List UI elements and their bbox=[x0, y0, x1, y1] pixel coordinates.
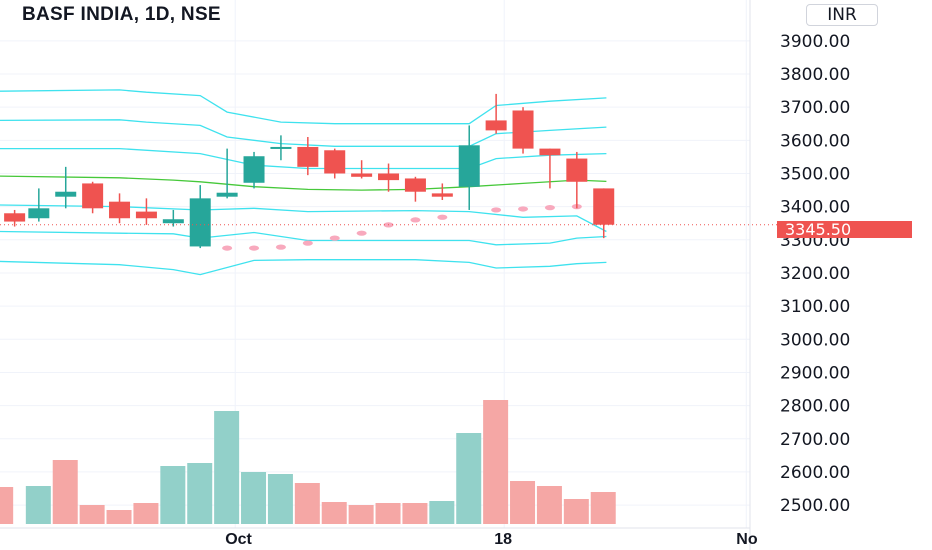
candle-body bbox=[539, 148, 561, 156]
volume-bar bbox=[267, 474, 293, 524]
price-axis-label: 2800.00 bbox=[780, 397, 850, 417]
volume-bar bbox=[321, 502, 347, 524]
candle-body bbox=[593, 188, 615, 225]
bollinger-lower-mid bbox=[0, 230, 607, 246]
price-axis-label: 3400.00 bbox=[780, 198, 850, 218]
volume-bar bbox=[25, 486, 51, 524]
volume-bar bbox=[483, 400, 509, 524]
price-axis-label: 2900.00 bbox=[780, 363, 850, 383]
sar-dot bbox=[249, 245, 260, 251]
candle-body bbox=[512, 110, 534, 149]
volume-bar bbox=[294, 483, 320, 524]
price-axis-label: 2600.00 bbox=[780, 463, 850, 483]
sar-dot bbox=[491, 207, 502, 213]
sar-dot bbox=[222, 245, 233, 251]
candle-body bbox=[189, 198, 211, 247]
candle-body bbox=[270, 146, 292, 149]
volume-bar bbox=[590, 492, 616, 524]
candle-body bbox=[485, 120, 507, 131]
volume-bar bbox=[402, 503, 428, 524]
volume-bar bbox=[241, 472, 267, 524]
candle-body bbox=[82, 183, 104, 209]
bollinger-upper-outer bbox=[0, 89, 607, 125]
volume-bar bbox=[133, 503, 159, 524]
candle-body bbox=[109, 201, 131, 219]
time-axis-label: No bbox=[736, 531, 758, 548]
bollinger-lower-inner bbox=[0, 204, 607, 233]
sar-dot bbox=[544, 205, 555, 211]
candle-body bbox=[216, 192, 238, 197]
volume-bar bbox=[375, 503, 401, 524]
bollinger-lower-outer bbox=[0, 259, 607, 276]
candle-body bbox=[458, 145, 480, 187]
price-axis-label: 2500.00 bbox=[780, 496, 850, 516]
price-axis-label: 3200.00 bbox=[780, 264, 850, 284]
price-axis-label: 3900.00 bbox=[780, 32, 850, 52]
sar-dot bbox=[356, 230, 367, 236]
price-axis-label: 3800.00 bbox=[780, 65, 850, 85]
currency-badge[interactable]: INR bbox=[806, 4, 878, 26]
candle-body bbox=[431, 193, 453, 197]
candle-body bbox=[28, 208, 50, 219]
volume-bar bbox=[79, 505, 105, 524]
volume-bar bbox=[348, 505, 374, 524]
volume-bar bbox=[510, 481, 536, 524]
candle-body bbox=[351, 173, 373, 177]
sar-dot bbox=[437, 214, 448, 220]
sar-dot bbox=[275, 244, 286, 250]
candle-body bbox=[243, 156, 265, 183]
volume-bar bbox=[0, 487, 14, 524]
time-axis-label: Oct bbox=[225, 531, 252, 548]
candle-body bbox=[4, 213, 26, 222]
volume-bar bbox=[429, 501, 455, 524]
price-axis-label: 3100.00 bbox=[780, 297, 850, 317]
volume-bar bbox=[214, 411, 240, 524]
candle-body bbox=[324, 150, 346, 174]
volume-bar bbox=[106, 510, 132, 524]
price-axis-label: 3500.00 bbox=[780, 164, 850, 184]
time-axis-label: 18 bbox=[494, 531, 512, 548]
price-axis-label: 2700.00 bbox=[780, 430, 850, 450]
chart-title: BASF INDIA, 1D, NSE bbox=[22, 4, 221, 25]
candle-body bbox=[378, 173, 400, 181]
price-axis-label: 3600.00 bbox=[780, 131, 850, 151]
price-axis-label: 3000.00 bbox=[780, 330, 850, 350]
sar-dot bbox=[518, 206, 529, 212]
volume-bar bbox=[160, 466, 186, 524]
bollinger-basis bbox=[0, 175, 607, 191]
candle-body bbox=[297, 146, 319, 167]
candle-body bbox=[135, 211, 157, 219]
volume-bar bbox=[536, 486, 562, 524]
last-price-tag: 3345.50 bbox=[777, 221, 912, 238]
sar-dot bbox=[329, 235, 340, 241]
volume-bar bbox=[456, 433, 482, 524]
candle-body bbox=[162, 219, 184, 224]
price-axis-label: 3700.00 bbox=[780, 98, 850, 118]
candle-body bbox=[55, 191, 77, 197]
candle-body bbox=[566, 158, 588, 182]
volume-bar bbox=[563, 499, 589, 524]
sar-dot bbox=[410, 217, 421, 223]
sar-dot bbox=[302, 240, 313, 246]
volume-bar bbox=[52, 460, 78, 524]
candle-body bbox=[404, 178, 426, 192]
volume-bar bbox=[187, 463, 213, 524]
